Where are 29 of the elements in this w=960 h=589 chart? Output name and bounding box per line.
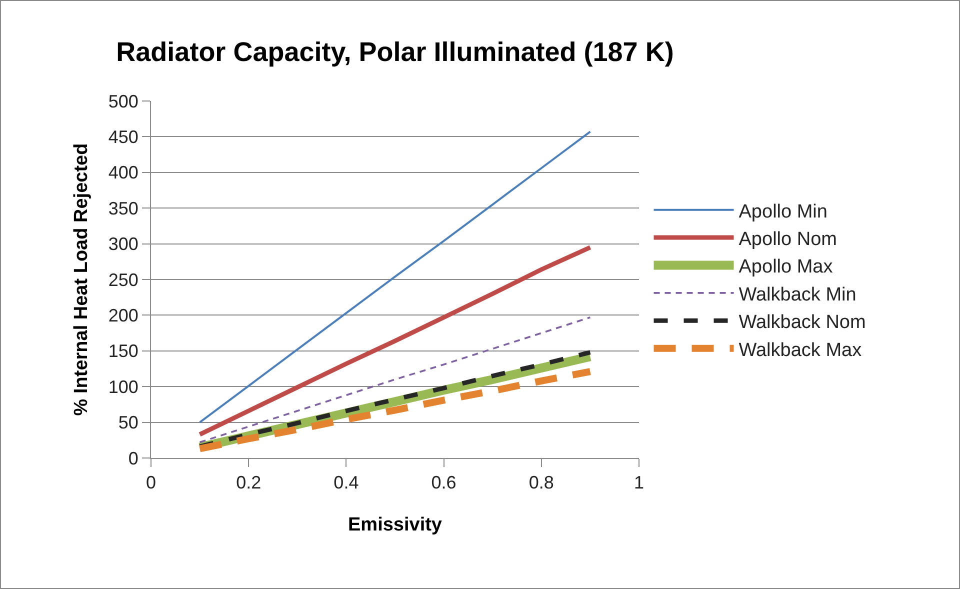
- y-tick-label: 300: [108, 234, 138, 254]
- y-tick-label: 150: [108, 341, 138, 362]
- line-series: [198, 245, 592, 437]
- chart-title: Radiator Capacity, Polar Illuminated (187 K): [116, 36, 674, 67]
- line-series: [198, 130, 592, 424]
- x-tick-label: 0.8: [528, 472, 554, 493]
- x-tick-label: 0.6: [431, 472, 456, 493]
- x-axis-title: Emissivity: [348, 514, 442, 536]
- legend-label: Apollo Nom: [738, 228, 837, 250]
- legend-label: Apollo Min: [738, 201, 828, 222]
- y-axis-title: % Internal Heat Load Rejected: [71, 143, 92, 416]
- y-tick-label: 50: [118, 412, 138, 433]
- y-tick-label: 250: [108, 270, 138, 290]
- y-tick-label: 500: [108, 91, 138, 112]
- y-tick-label: 350: [108, 198, 138, 218]
- legend-label: Walkback Nom: [738, 312, 866, 334]
- y-tick-label: 0: [128, 448, 138, 468]
- y-tick-label: 400: [108, 162, 138, 183]
- y-tick-label: 200: [108, 306, 138, 326]
- legend-label: Apollo Max: [738, 256, 834, 278]
- y-tick-label: 450: [108, 127, 138, 147]
- line-series: [198, 316, 592, 444]
- legend-label: Walkback Min: [738, 284, 856, 306]
- x-tick-label: 0.2: [236, 472, 262, 493]
- legend-label: Walkback Max: [738, 340, 862, 361]
- x-tick-label: 0: [146, 472, 156, 493]
- y-tick-label: 100: [108, 376, 138, 397]
- x-tick-label: 1: [634, 472, 644, 493]
- x-tick-label: 0.4: [334, 472, 359, 493]
